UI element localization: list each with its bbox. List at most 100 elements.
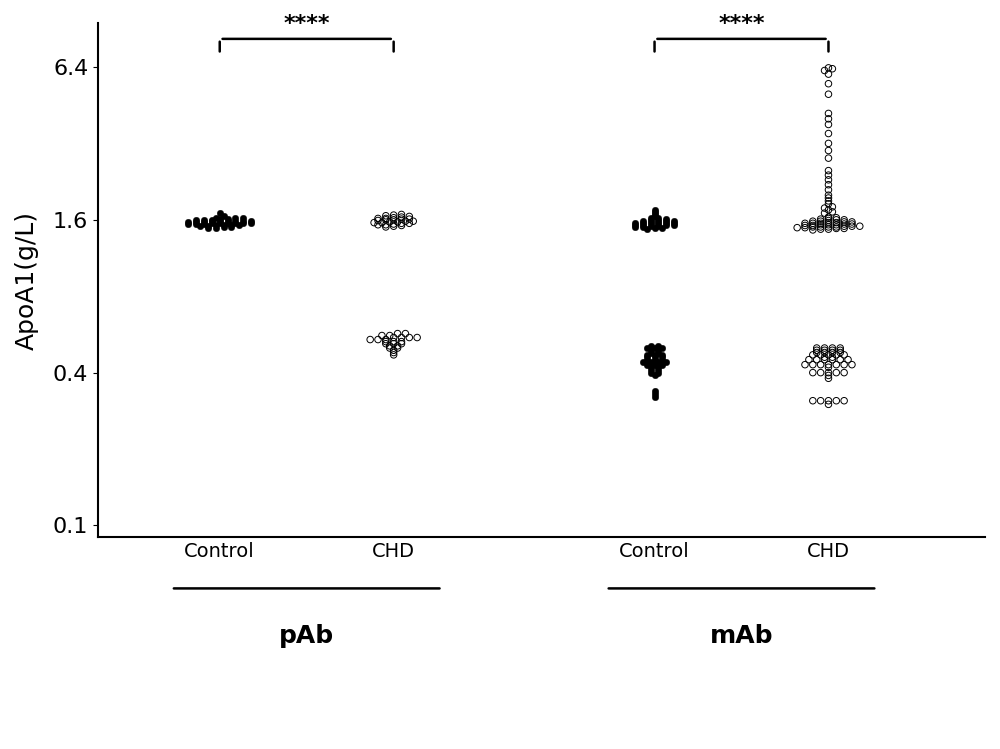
Point [824, 206, 840, 218]
Point [390, 216, 406, 228]
Point [813, 223, 829, 235]
Point [820, 118, 836, 130]
Point [820, 169, 836, 181]
Point [386, 349, 402, 361]
Point [192, 220, 208, 232]
Point [828, 359, 844, 371]
Point [824, 201, 840, 213]
Point [836, 367, 852, 379]
Point [378, 219, 394, 231]
Point [390, 342, 406, 354]
Point [820, 369, 836, 381]
Point [805, 224, 821, 236]
Point [643, 340, 659, 352]
Point [223, 221, 239, 233]
Point [635, 219, 651, 231]
Point [836, 395, 852, 407]
Point [805, 367, 821, 379]
Text: ****: **** [283, 13, 330, 34]
Point [386, 332, 402, 344]
Point [813, 221, 829, 233]
Point [647, 354, 663, 366]
Point [844, 359, 860, 371]
Point [836, 218, 852, 230]
Point [828, 367, 844, 379]
Text: pAb: pAb [279, 625, 334, 649]
Point [647, 206, 663, 218]
Point [789, 222, 805, 234]
Point [658, 213, 674, 225]
Point [405, 215, 421, 227]
Point [643, 361, 659, 373]
Point [635, 356, 651, 368]
Point [378, 213, 394, 225]
Point [813, 349, 829, 361]
Point [824, 354, 840, 366]
Point [820, 361, 836, 373]
Point [824, 345, 840, 357]
Point [647, 349, 663, 361]
Point [820, 127, 836, 139]
Point [386, 218, 402, 230]
Point [208, 222, 224, 234]
Point [227, 213, 243, 225]
Point [188, 213, 204, 225]
Point [666, 217, 682, 229]
Point [797, 217, 813, 229]
Point [820, 195, 836, 207]
Point [386, 209, 402, 221]
Point [805, 395, 821, 407]
Point [820, 349, 836, 361]
Point [658, 356, 674, 368]
Point [243, 214, 259, 226]
Point [836, 359, 852, 371]
Point [809, 347, 825, 359]
Point [820, 174, 836, 186]
Point [386, 347, 402, 359]
Point [817, 64, 833, 76]
Point [813, 359, 829, 371]
Point [836, 349, 852, 361]
Point [647, 384, 663, 396]
Point [817, 351, 833, 363]
Point [627, 216, 643, 228]
Point [647, 351, 663, 363]
Point [393, 208, 409, 220]
Point [654, 351, 670, 363]
Point [820, 78, 836, 90]
Point [650, 220, 666, 232]
Point [643, 345, 659, 357]
Point [820, 184, 836, 195]
Point [824, 342, 840, 354]
Point [393, 211, 409, 223]
Point [813, 395, 829, 407]
Point [386, 212, 402, 224]
Point [643, 218, 659, 230]
Point [820, 359, 836, 371]
Point [809, 342, 825, 354]
Point [378, 221, 394, 233]
Point [828, 213, 844, 225]
Point [643, 364, 659, 376]
Point [647, 204, 663, 216]
Point [820, 214, 836, 226]
Point [378, 213, 394, 225]
Point [805, 349, 821, 361]
Text: ****: **** [718, 13, 765, 34]
Point [817, 207, 833, 219]
Point [393, 219, 409, 231]
Point [362, 333, 378, 345]
Point [650, 218, 666, 230]
Point [820, 88, 836, 100]
Point [382, 216, 398, 228]
Point [647, 210, 663, 222]
Point [820, 204, 836, 216]
Point [378, 338, 394, 350]
Point [820, 145, 836, 157]
Point [393, 217, 409, 229]
Point [188, 216, 204, 228]
Point [390, 327, 406, 339]
Point [643, 213, 659, 225]
Point [647, 222, 663, 234]
Point [813, 367, 829, 379]
